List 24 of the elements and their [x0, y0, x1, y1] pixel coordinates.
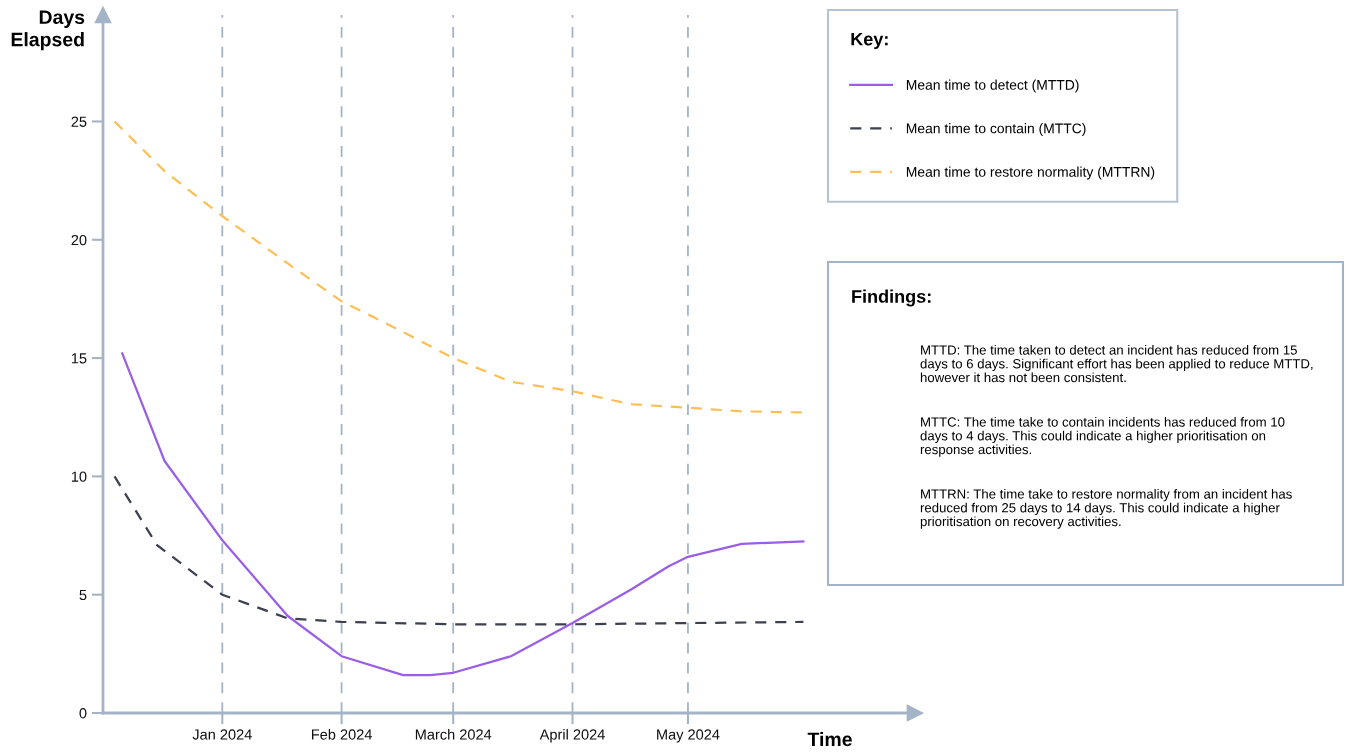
- y-tick-label: 0: [79, 708, 87, 719]
- line-series: [121, 352, 805, 677]
- x-tick-label: May 2024: [657, 729, 720, 743]
- y-tick-label: 25: [71, 116, 87, 127]
- x-tick-label: March 2024: [415, 728, 492, 740]
- line-series: [113, 120, 805, 414]
- text: MTTD: The time taken to detect an incident has reduced from 15 days to 6 days. Significant effort has been applied to reduce MTTD, however it has not been consistent.: [920, 345, 1313, 383]
- line-series: [113, 475, 805, 626]
- y-tick-label: 20: [71, 234, 87, 246]
- y-axis-title: Days Elapsed: [11, 10, 85, 51]
- legend-label: Mean time to restore normality (MTTRN): [906, 166, 1155, 180]
- annotation: Findings:: [852, 289, 931, 307]
- y-tick-label: 10: [71, 471, 87, 482]
- x-tick-label: Jan 2024: [192, 729, 252, 740]
- x-tick-label: Feb 2024: [311, 728, 372, 740]
- x-tick-label: April 2024: [539, 728, 605, 743]
- legend-title: Key:: [851, 32, 888, 50]
- y-tick-label: 15: [71, 353, 87, 364]
- legend-label: Mean time to detect (MTTD): [906, 79, 1079, 93]
- x-axis-title: Time: [807, 731, 852, 747]
- text: MTTRN: The time take to restore normality from an incident has reduced from 25 days to 14 days. This could indicate a higher prioritisation on recovery activities.: [920, 489, 1292, 529]
- y-tick-label: 5: [79, 589, 87, 601]
- text: MTTC: The time take to contain incidents has reduced from 10 days to 4 days. This could indicate a higher prioritisation on response activities.: [920, 417, 1285, 457]
- legend-label: Mean time to contain (MTTC): [906, 123, 1086, 137]
